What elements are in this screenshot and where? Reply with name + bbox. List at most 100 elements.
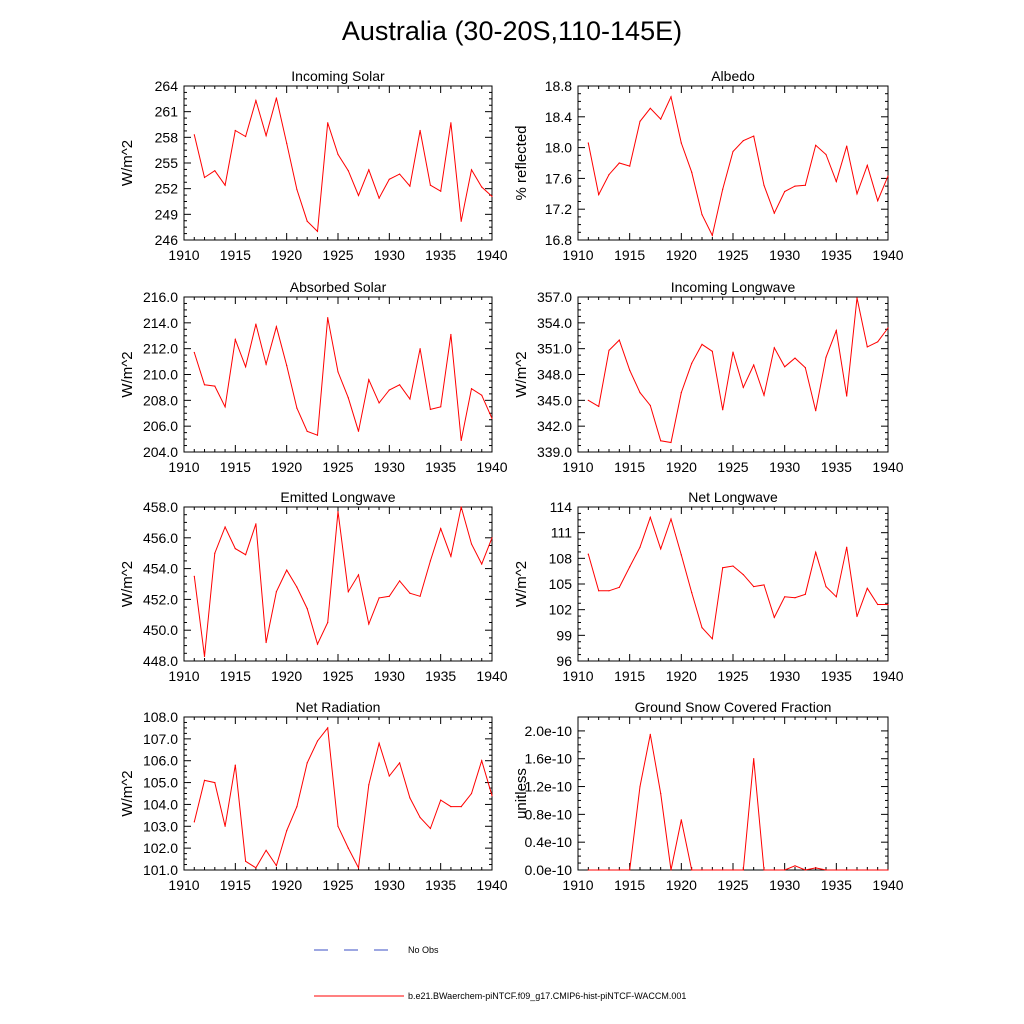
y-tick-label: 108.0 [143,709,178,725]
data-point [450,555,452,557]
series-line [193,97,493,233]
x-tick-label: 1930 [374,877,405,893]
x-tick-label: 1910 [562,459,593,475]
y-axis-label: W/m^2 [513,351,530,397]
data-point [296,188,298,191]
x-tick-label: 1920 [666,459,697,475]
chart-panel: Net Longwave 1910 1915 1920 1925 1930 1935 1940… [513,489,904,684]
data-point [639,546,641,548]
data-point [773,869,775,871]
data-point [440,406,442,408]
data-point [742,140,744,142]
x-tick-label: 1930 [769,247,800,263]
x-tick-label: 1940 [476,668,507,684]
data-point [368,623,370,625]
data-point [296,407,298,409]
data-point [732,869,734,871]
data-point [608,349,610,351]
data-point [763,394,765,396]
data-point [399,173,401,175]
data-point [691,171,693,173]
x-tick-label: 1940 [476,247,507,263]
x-tick-label: 1930 [374,668,405,684]
data-point [388,775,390,777]
panel-title: Emitted Longwave [280,489,395,505]
data-point [753,135,755,137]
y-axis-label: W/m^2 [119,351,136,397]
y-tick-label: 252 [155,181,179,197]
data-point [203,655,206,658]
y-tick-label: 106.0 [143,753,178,769]
data-point [265,849,267,851]
y-tick-label: 0.0e-10 [525,862,573,878]
data-point [587,869,589,871]
data-point [327,621,329,624]
data-point [639,392,641,394]
data-point [327,317,329,319]
y-tick-label: 105.0 [143,775,178,791]
data-point [327,727,329,729]
panel-title: Incoming Solar [291,68,385,84]
data-point [835,596,837,598]
data-point [608,869,610,871]
data-point [316,740,319,742]
data-point [618,586,620,589]
chart-panel: Emitted Longwave 1910 1915 1920 1925 1930 1935… [119,489,508,684]
data-point [670,518,672,520]
chart-panel: Albedo 1910 1915 1920 1925 1930 1935 1940 16.8 17… [513,68,904,263]
x-tick-label: 1940 [872,247,903,263]
y-tick-label: 458.0 [143,499,178,515]
data-point [316,643,319,645]
data-point [265,135,267,137]
series-line [193,317,493,441]
data-point [794,597,796,599]
data-point [680,142,682,144]
y-tick-label: 216.0 [143,289,178,305]
data-point [409,185,411,187]
data-point [255,323,257,325]
data-point [481,563,483,565]
data-point [722,869,724,871]
y-tick-label: 104.0 [143,796,178,812]
data-point [815,551,817,553]
data-point [711,638,713,640]
chart-panel: Incoming Solar 1910 1915 1920 1925 1930 1935 19… [119,68,508,263]
data-point [753,758,755,760]
data-point [732,150,734,153]
data-point [296,806,298,808]
data-point [763,184,765,186]
x-tick-label: 1930 [374,459,405,475]
data-point [193,351,195,354]
data-point [255,867,257,869]
data-point [286,364,288,367]
data-point [306,220,308,222]
y-tick-label: 0.4e-10 [525,834,573,850]
page-title: Australia (30-20S,110-145E) [342,16,682,46]
plot-frame [577,716,889,871]
data-point [245,554,247,556]
y-tick-label: 16.8 [545,232,572,248]
data-point [378,742,380,744]
data-point [701,343,703,345]
y-tick-label: 18.4 [545,109,572,125]
data-point [203,779,206,782]
data-point [470,543,473,545]
data-point [193,821,195,823]
y-tick-label: 258 [155,129,179,145]
data-point [877,200,879,202]
y-tick-label: 96 [556,653,572,669]
y-axis-label: % reflected [513,125,530,200]
data-point [598,590,600,592]
x-tick-label: 1925 [322,459,353,475]
data-point [399,580,401,582]
x-tick-label: 1920 [666,247,697,263]
x-tick-label: 1935 [821,877,852,893]
data-point [639,785,641,788]
data-point [670,96,672,98]
data-point [753,364,755,366]
y-tick-label: 214.0 [143,315,178,331]
data-point [618,339,620,341]
y-tick-label: 208.0 [143,392,178,408]
data-point [470,169,473,171]
